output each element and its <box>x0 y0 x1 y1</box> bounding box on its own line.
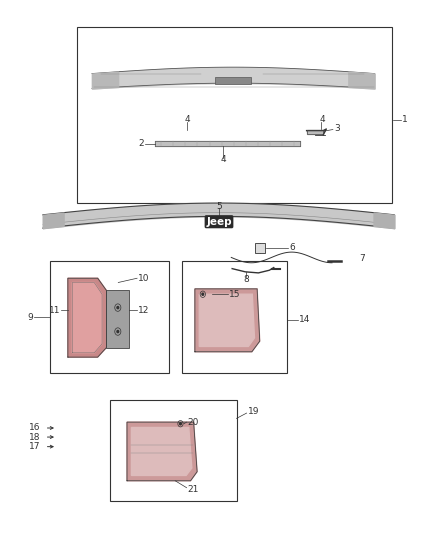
Text: 19: 19 <box>247 407 259 416</box>
Bar <box>215 77 251 84</box>
Text: 6: 6 <box>289 244 295 252</box>
Polygon shape <box>131 427 192 475</box>
Text: 12: 12 <box>138 306 149 314</box>
Polygon shape <box>199 294 254 346</box>
Text: 18: 18 <box>29 433 40 441</box>
Text: 8: 8 <box>243 275 249 284</box>
Text: 4: 4 <box>185 116 190 124</box>
Text: 9: 9 <box>27 313 33 321</box>
Circle shape <box>202 293 204 295</box>
Text: 14: 14 <box>299 316 311 324</box>
Text: 4: 4 <box>221 156 226 164</box>
Polygon shape <box>307 130 323 134</box>
Polygon shape <box>68 278 106 357</box>
Text: 3: 3 <box>334 125 340 133</box>
Text: 16: 16 <box>29 424 40 432</box>
Text: 10: 10 <box>138 274 149 282</box>
Polygon shape <box>72 282 102 353</box>
Bar <box>255 243 265 253</box>
Text: 7: 7 <box>359 254 365 263</box>
Bar <box>50 261 169 373</box>
Circle shape <box>117 306 119 309</box>
Bar <box>110 400 237 501</box>
Text: 20: 20 <box>187 418 199 426</box>
Text: 2: 2 <box>138 140 144 148</box>
Text: 17: 17 <box>29 442 40 451</box>
Text: 15: 15 <box>229 290 240 298</box>
Text: 21: 21 <box>187 485 199 494</box>
Bar <box>77 27 392 203</box>
Text: 5: 5 <box>216 202 222 211</box>
Bar <box>182 261 287 373</box>
Text: 4: 4 <box>320 115 325 124</box>
Circle shape <box>117 330 119 333</box>
Circle shape <box>180 423 181 425</box>
Text: 11: 11 <box>49 306 60 314</box>
Polygon shape <box>195 289 260 352</box>
Text: Jeep: Jeep <box>206 217 232 227</box>
Bar <box>106 290 129 348</box>
Polygon shape <box>127 422 197 481</box>
Text: 1: 1 <box>402 116 408 124</box>
